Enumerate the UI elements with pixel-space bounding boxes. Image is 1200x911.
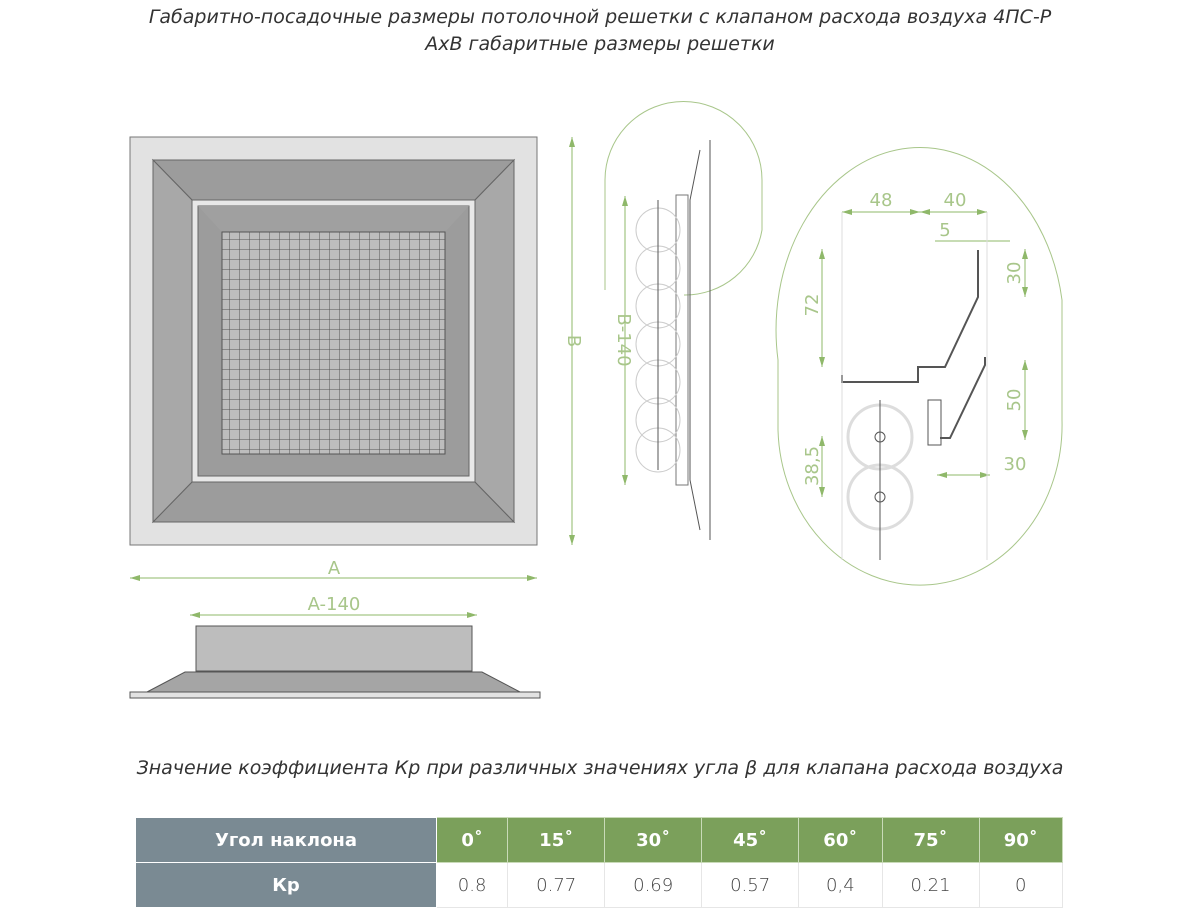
kp-table: Угол наклона 0˚ 15˚ 30˚ 45˚ 60˚ 75˚ 90˚ … [135, 817, 1064, 908]
angle-cell: 15˚ [507, 817, 606, 863]
dim-a-140: A-140 [308, 594, 361, 615]
dim-b-140: B-140 [613, 313, 634, 366]
front-view: A B [129, 136, 584, 581]
kp-cell: 0.77 [507, 862, 606, 908]
kp-cell: 0.8 [435, 862, 509, 908]
kp-cell: 0.69 [604, 862, 703, 908]
table-row-kp: Кр 0.8 0.77 0.69 0.57 0,4 0.21 0 [135, 862, 1064, 908]
dim-30-top: 30 [1004, 262, 1025, 285]
technical-drawing: A B A-140 B-140 [129, 101, 1063, 699]
dim-30-bottom: 30 [1004, 454, 1027, 475]
table-caption: Значение коэффициента Кр при различных з… [136, 757, 1064, 779]
dim-48: 48 [870, 190, 893, 211]
dim-38-5: 38,5 [802, 446, 823, 486]
title-line-1: Габаритно-посадочные размеры потолочной … [148, 6, 1052, 28]
dim-50: 50 [1004, 389, 1025, 412]
kp-cell: 0.21 [881, 862, 980, 908]
dim-5: 5 [939, 220, 950, 241]
kp-cell: 0,4 [798, 862, 883, 908]
angle-cell: 30˚ [604, 817, 703, 863]
detail-view: 48 40 5 72 30 50 38,5 30 [775, 147, 1063, 586]
dim-b: B [563, 335, 584, 347]
angle-cell: 75˚ [881, 817, 980, 863]
angle-cell: 60˚ [798, 817, 883, 863]
table-row-angles: Угол наклона 0˚ 15˚ 30˚ 45˚ 60˚ 75˚ 90˚ [135, 817, 1064, 863]
dim-40: 40 [944, 190, 967, 211]
row-header-kp: Кр [135, 862, 437, 908]
kp-cell: 0 [978, 862, 1064, 908]
title-line-2: AxB габаритные размеры решетки [425, 33, 775, 55]
angle-cell: 45˚ [701, 817, 800, 863]
dim-a: A [328, 558, 341, 579]
row-header-angle: Угол наклона [135, 817, 437, 863]
side-view: B-140 [604, 101, 763, 540]
kp-cell: 0.57 [701, 862, 800, 908]
angle-cell: 90˚ [978, 817, 1064, 863]
dim-72: 72 [802, 294, 823, 317]
bottom-view: A-140 [129, 594, 541, 699]
angle-cell: 0˚ [435, 817, 509, 863]
